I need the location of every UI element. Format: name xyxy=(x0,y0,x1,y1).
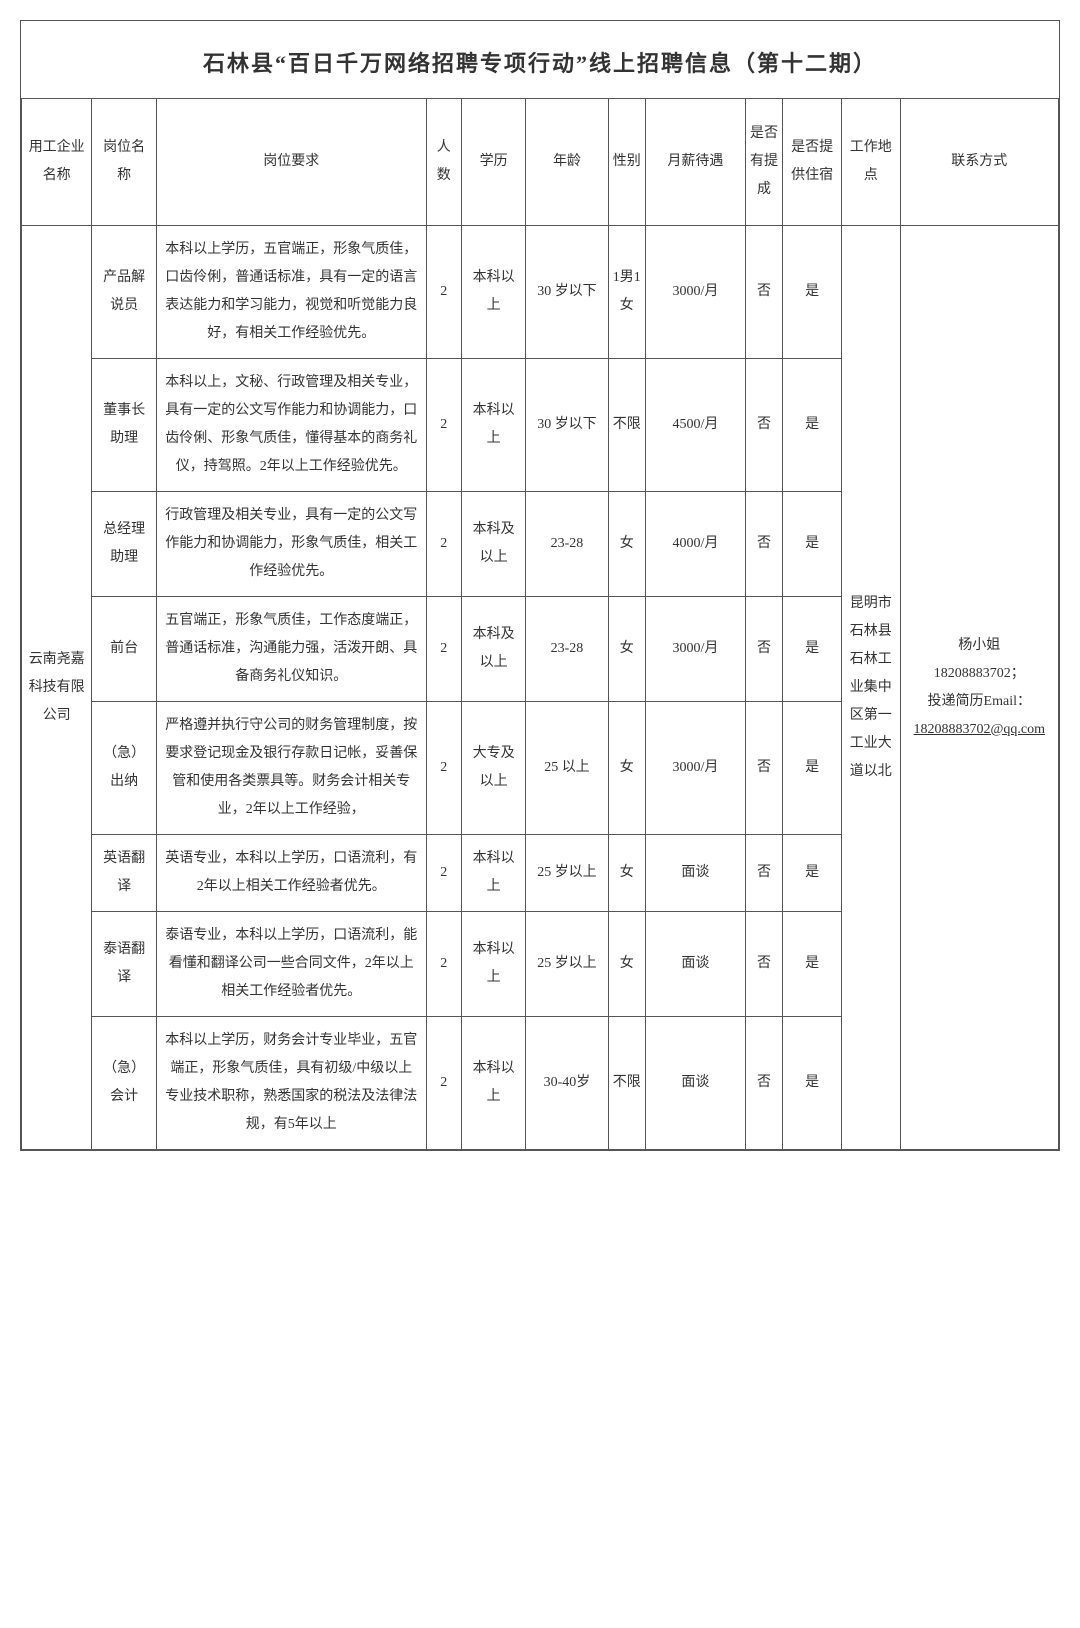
gender-cell: 女 xyxy=(608,597,646,702)
age-cell: 30-40岁 xyxy=(526,1017,608,1150)
salary-cell: 3000/月 xyxy=(646,226,746,359)
salary-cell: 面谈 xyxy=(646,1017,746,1150)
accommodation-cell: 是 xyxy=(783,492,842,597)
commission-cell: 否 xyxy=(745,226,783,359)
accommodation-cell: 是 xyxy=(783,226,842,359)
salary-cell: 4000/月 xyxy=(646,492,746,597)
header-position: 岗位名称 xyxy=(92,99,157,226)
age-cell: 30 岁以下 xyxy=(526,226,608,359)
header-requirements: 岗位要求 xyxy=(156,99,426,226)
company-cell: 云南尧嘉科技有限公司 xyxy=(22,226,92,1150)
position-cell: 泰语翻译 xyxy=(92,912,157,1017)
table-header-row: 用工企业名称 岗位名称 岗位要求 人数 学历 年龄 性别 月薪待遇 是否有提成 … xyxy=(22,99,1059,226)
contact-cell: 杨小姐 18208883702； 投递简历Email： 18208883702@qq.… xyxy=(900,226,1058,1150)
requirements-cell: 本科以上学历，五官端正，形象气质佳，口齿伶俐，普通话标准，具有一定的语言表达能力… xyxy=(156,226,426,359)
education-cell: 本科以上 xyxy=(461,1017,526,1150)
header-contact: 联系方式 xyxy=(900,99,1058,226)
count-cell: 2 xyxy=(426,597,461,702)
gender-cell: 不限 xyxy=(608,1017,646,1150)
education-cell: 本科及以上 xyxy=(461,492,526,597)
salary-cell: 3000/月 xyxy=(646,702,746,835)
gender-cell: 女 xyxy=(608,912,646,1017)
header-education: 学历 xyxy=(461,99,526,226)
accommodation-cell: 是 xyxy=(783,835,842,912)
table-row: 云南尧嘉科技有限公司产品解说员本科以上学历，五官端正，形象气质佳，口齿伶俐，普通… xyxy=(22,226,1059,359)
gender-cell: 女 xyxy=(608,702,646,835)
accommodation-cell: 是 xyxy=(783,1017,842,1150)
header-accommodation: 是否提供住宿 xyxy=(783,99,842,226)
header-salary: 月薪待遇 xyxy=(646,99,746,226)
accommodation-cell: 是 xyxy=(783,359,842,492)
contact-name: 杨小姐 xyxy=(958,638,1000,653)
count-cell: 2 xyxy=(426,912,461,1017)
education-cell: 本科以上 xyxy=(461,226,526,359)
commission-cell: 否 xyxy=(745,1017,783,1150)
position-cell: 总经理助理 xyxy=(92,492,157,597)
position-cell: 英语翻译 xyxy=(92,835,157,912)
requirements-cell: 行政管理及相关专业，具有一定的公文写作能力和协调能力，形象气质佳，相关工作经验优… xyxy=(156,492,426,597)
requirements-cell: 本科以上，文秘、行政管理及相关专业，具有一定的公文写作能力和协调能力，口齿伶俐、… xyxy=(156,359,426,492)
count-cell: 2 xyxy=(426,226,461,359)
requirements-cell: 严格遵并执行守公司的财务管理制度，按要求登记现金及银行存款日记帐，妥善保管和使用… xyxy=(156,702,426,835)
position-cell: （急）会计 xyxy=(92,1017,157,1150)
requirements-cell: 本科以上学历，财务会计专业毕业，五官端正，形象气质佳，具有初级/中级以上专业技术… xyxy=(156,1017,426,1150)
accommodation-cell: 是 xyxy=(783,597,842,702)
position-cell: 产品解说员 xyxy=(92,226,157,359)
commission-cell: 否 xyxy=(745,359,783,492)
location-cell: 昆明市石林县石林工业集中区第一工业大道以北 xyxy=(841,226,900,1150)
header-location: 工作地点 xyxy=(841,99,900,226)
contact-email: 18208883702@qq.com xyxy=(914,722,1046,737)
header-company: 用工企业名称 xyxy=(22,99,92,226)
count-cell: 2 xyxy=(426,359,461,492)
age-cell: 23-28 xyxy=(526,492,608,597)
gender-cell: 女 xyxy=(608,835,646,912)
header-gender: 性别 xyxy=(608,99,646,226)
salary-cell: 3000/月 xyxy=(646,597,746,702)
education-cell: 本科以上 xyxy=(461,835,526,912)
commission-cell: 否 xyxy=(745,912,783,1017)
count-cell: 2 xyxy=(426,492,461,597)
contact-phone: 18208883702； xyxy=(934,666,1025,681)
salary-cell: 面谈 xyxy=(646,835,746,912)
age-cell: 25 岁以上 xyxy=(526,835,608,912)
recruitment-table: 用工企业名称 岗位名称 岗位要求 人数 学历 年龄 性别 月薪待遇 是否有提成 … xyxy=(21,98,1059,1150)
education-cell: 本科及以上 xyxy=(461,597,526,702)
age-cell: 30 岁以下 xyxy=(526,359,608,492)
document-title: 石林县“百日千万网络招聘专项行动”线上招聘信息（第十二期） xyxy=(21,21,1059,98)
age-cell: 23-28 xyxy=(526,597,608,702)
gender-cell: 1男1女 xyxy=(608,226,646,359)
gender-cell: 不限 xyxy=(608,359,646,492)
header-age: 年龄 xyxy=(526,99,608,226)
accommodation-cell: 是 xyxy=(783,702,842,835)
salary-cell: 面谈 xyxy=(646,912,746,1017)
accommodation-cell: 是 xyxy=(783,912,842,1017)
commission-cell: 否 xyxy=(745,492,783,597)
requirements-cell: 英语专业，本科以上学历，口语流利，有2年以上相关工作经验者优先。 xyxy=(156,835,426,912)
header-commission: 是否有提成 xyxy=(745,99,783,226)
count-cell: 2 xyxy=(426,835,461,912)
document-page: 石林县“百日千万网络招聘专项行动”线上招聘信息（第十二期） 用工企业名称 岗位名… xyxy=(20,20,1060,1151)
education-cell: 本科以上 xyxy=(461,359,526,492)
count-cell: 2 xyxy=(426,702,461,835)
count-cell: 2 xyxy=(426,1017,461,1150)
position-cell: 董事长助理 xyxy=(92,359,157,492)
age-cell: 25 岁以上 xyxy=(526,912,608,1017)
requirements-cell: 泰语专业，本科以上学历，口语流利，能看懂和翻译公司一些合同文件，2年以上相关工作… xyxy=(156,912,426,1017)
salary-cell: 4500/月 xyxy=(646,359,746,492)
education-cell: 本科以上 xyxy=(461,912,526,1017)
commission-cell: 否 xyxy=(745,835,783,912)
position-cell: 前台 xyxy=(92,597,157,702)
commission-cell: 否 xyxy=(745,597,783,702)
contact-resume-label: 投递简历Email： xyxy=(928,694,1031,709)
age-cell: 25 以上 xyxy=(526,702,608,835)
commission-cell: 否 xyxy=(745,702,783,835)
gender-cell: 女 xyxy=(608,492,646,597)
position-cell: （急）出纳 xyxy=(92,702,157,835)
header-count: 人数 xyxy=(426,99,461,226)
requirements-cell: 五官端正，形象气质佳，工作态度端正，普通话标准，沟通能力强，活泼开朗、具备商务礼… xyxy=(156,597,426,702)
education-cell: 大专及以上 xyxy=(461,702,526,835)
